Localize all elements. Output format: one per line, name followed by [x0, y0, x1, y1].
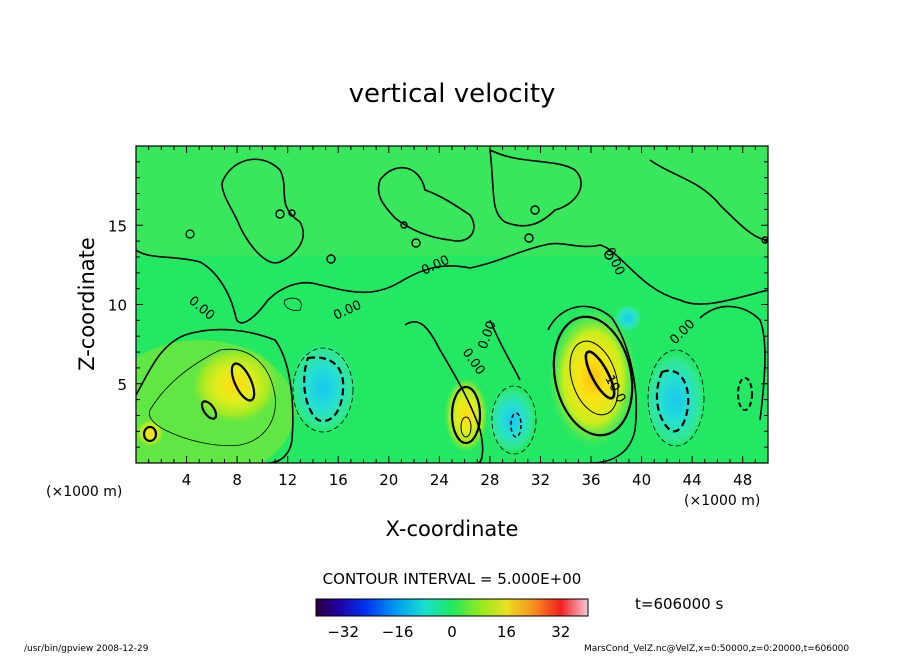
contour-neg-5-b	[491, 385, 537, 455]
updraft-small	[136, 419, 164, 447]
contour-neg-10-b	[510, 412, 522, 438]
blob-e	[411, 238, 421, 248]
x-tick-label: 36	[581, 471, 600, 489]
x-tick-label: 12	[278, 471, 297, 489]
downdraft-upper-small	[614, 304, 642, 332]
contour-interval-text: CONTOUR INTERVAL = 5.000E+00	[323, 570, 582, 588]
x-tick-label: 32	[531, 471, 550, 489]
time-text: t=606000 s	[635, 595, 723, 613]
y-tick-label: 5	[117, 376, 127, 394]
contour-pos-5-c	[142, 425, 158, 443]
plot-area: 0.00 0.00 0.00 0.00 0.00 0.00 0.00 10.0	[136, 146, 768, 463]
contour-neg-10-a	[303, 356, 345, 423]
zero-contour-column-3	[489, 319, 521, 381]
contour-pos-15	[584, 350, 616, 400]
contour-neg-5-c	[647, 349, 705, 447]
blob-d	[400, 221, 408, 229]
colorbar	[315, 598, 589, 617]
contour-pos-5-d	[450, 385, 482, 445]
contour-column-right	[699, 305, 766, 421]
blob-f	[530, 205, 540, 215]
y-tick-label: 15	[108, 217, 127, 235]
blob-a	[275, 209, 285, 219]
x-tick-label: 28	[480, 471, 499, 489]
zero-contour-upper-right	[489, 148, 582, 227]
zero-contour-left-blob	[221, 158, 304, 264]
contour-neg-10-d	[737, 377, 753, 411]
x-unit-left: (×1000 m)	[46, 484, 122, 500]
blob-h	[604, 250, 614, 260]
blob-j	[761, 236, 768, 244]
contour-pos-5-e	[460, 416, 472, 438]
x-tick-label: 48	[733, 471, 752, 489]
x-tick-label: 24	[430, 471, 449, 489]
y-axis-label: Z-coordinate	[75, 237, 99, 371]
zero-contour-lower-left	[136, 328, 294, 463]
zero-contour-column-2	[547, 305, 638, 463]
zero-contour-column-1	[404, 321, 484, 463]
x-tick-label: 8	[232, 471, 242, 489]
blob-g	[524, 233, 534, 243]
zero-contour-mid-blob	[377, 166, 475, 242]
downdraft-core-3	[643, 350, 707, 450]
x-tick-label: 44	[683, 471, 702, 489]
colorbar-tick-label: 0	[447, 623, 457, 641]
colorbar-tick-label: 32	[551, 623, 570, 641]
contour-neg-5-a	[292, 347, 354, 433]
blob-b	[288, 209, 296, 217]
contour-pos-5-f	[552, 315, 634, 437]
zero-contour-far-right	[649, 159, 768, 241]
footer-left: /usr/bin/gpview 2008-12-29	[24, 644, 149, 654]
x-axis-label: X-coordinate	[386, 517, 519, 541]
footer-right: MarsCond_VelZ.nc@VelZ,x=0:50000,z=0:2000…	[584, 644, 849, 654]
blob-c	[326, 254, 336, 264]
colorbar-tick-label: 16	[497, 623, 516, 641]
downdraft-core-2	[487, 386, 537, 454]
thin-contour-left	[148, 348, 276, 447]
colorbar-tick-label: −32	[327, 623, 359, 641]
upper-band	[136, 146, 768, 256]
contour-pos-5-a	[230, 362, 256, 402]
x-tick-label: 4	[182, 471, 192, 489]
colorbar-tick-label: −16	[382, 623, 414, 641]
x-tick-label: 16	[329, 471, 348, 489]
x-tick-label: 20	[379, 471, 398, 489]
contour-pos-5-b	[200, 400, 218, 420]
downdraft-core-1	[288, 340, 358, 436]
contour-neg-10-c	[655, 369, 690, 433]
contour-pos-10	[569, 340, 619, 416]
zero-contour-upper	[136, 242, 768, 324]
x-unit-right: (×1000 m)	[684, 493, 760, 509]
colorbar-ticks: −32 −16 0 16 32	[327, 623, 570, 641]
chart-title: vertical velocity	[349, 79, 556, 109]
blob-i	[185, 229, 195, 239]
x-tick-label: 40	[632, 471, 651, 489]
y-tick-label: 10	[108, 297, 127, 315]
thin-contour-upper	[283, 297, 302, 311]
